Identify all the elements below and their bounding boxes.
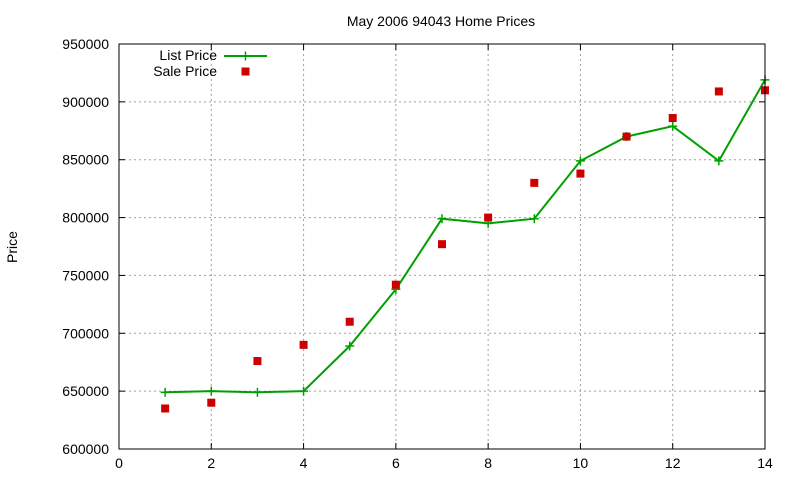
legend-label-sale-price: Sale Price <box>153 63 217 79</box>
x-tick-label: 2 <box>207 455 215 471</box>
list-price-point <box>299 386 309 396</box>
sale-price-point <box>345 317 354 326</box>
legend: List Price Sale Price <box>153 47 267 79</box>
sale-price-point <box>576 169 585 178</box>
y-tick-label: 950000 <box>62 36 109 52</box>
sale-price-point <box>438 240 446 249</box>
x-tick-label: 6 <box>392 455 400 471</box>
legend-label-list-price: List Price <box>159 47 217 63</box>
x-tick-label: 14 <box>757 455 773 471</box>
list-price-point <box>160 387 170 397</box>
y-tick-label: 650000 <box>62 383 109 399</box>
sale-price-point <box>391 280 400 289</box>
x-tick-label: 4 <box>300 455 308 471</box>
list-price-point <box>437 214 447 224</box>
sale-price-point <box>253 357 262 366</box>
list-price-line <box>165 79 766 394</box>
chart-title: May 2006 94043 Home Prices <box>347 13 535 29</box>
y-tick-label: 750000 <box>62 267 109 283</box>
data-series <box>160 75 770 413</box>
sale-price-point <box>622 132 631 141</box>
y-tick-label: 800000 <box>62 210 109 226</box>
plot-border <box>118 43 766 450</box>
x-tick-label: 0 <box>115 455 123 471</box>
sale-price-point <box>530 178 539 187</box>
y-axis-label: Price <box>4 231 20 263</box>
y-tick-label: 900000 <box>62 94 109 110</box>
legend-sample-list-price <box>224 51 267 61</box>
sale-price-point <box>484 213 493 222</box>
sale-price-point <box>207 398 216 407</box>
sale-price-point <box>161 404 170 413</box>
x-tick-label: 8 <box>484 455 492 471</box>
sale-price-point <box>299 340 308 349</box>
list-price-point <box>345 341 355 351</box>
list-price-point <box>575 156 585 166</box>
list-price-point <box>206 386 216 396</box>
x-tick-label: 12 <box>665 455 681 471</box>
y-tick-label: 600000 <box>62 441 109 457</box>
list-price-point <box>529 214 539 224</box>
sale-price-point <box>714 87 723 96</box>
y-tick-label: 700000 <box>62 325 109 341</box>
y-tick-label: 850000 <box>62 152 109 168</box>
legend-sample-sale-price <box>241 67 250 76</box>
x-tick-label: 10 <box>573 455 589 471</box>
sale-price-point <box>668 114 677 123</box>
list-price-point <box>714 156 724 166</box>
list-price-point <box>252 387 262 397</box>
list-price-point <box>668 121 678 131</box>
